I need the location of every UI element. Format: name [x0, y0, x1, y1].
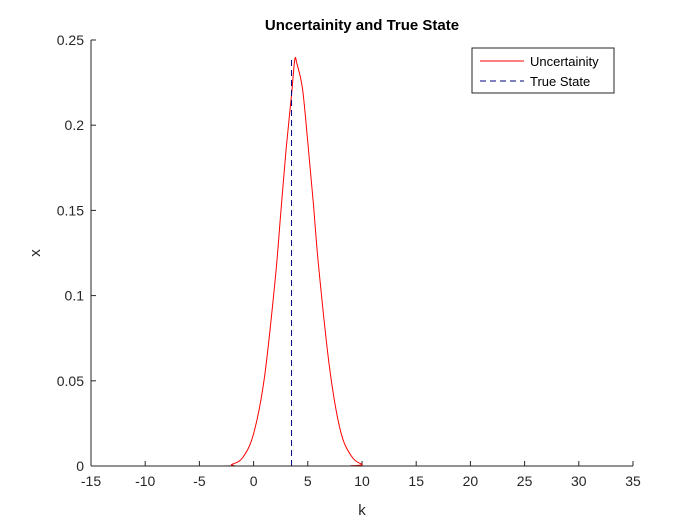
legend-label-true-state: True State [530, 74, 590, 89]
y-tick-label: 0.2 [65, 117, 85, 133]
x-tick-label: -5 [193, 473, 206, 489]
x-tick-label: -15 [81, 473, 101, 489]
x-tick-label: 10 [354, 473, 370, 489]
legend-label-uncertainity: Uncertainity [530, 54, 599, 69]
series-line-uncertainity [91, 56, 633, 467]
x-axis-label: k [358, 502, 366, 519]
legend: Uncertainity True State [471, 47, 615, 94]
plot-area [91, 40, 633, 466]
x-tick-label: 30 [571, 473, 587, 489]
x-tick-label: 25 [517, 473, 533, 489]
x-tick-label: 20 [463, 473, 479, 489]
x-tick-label: 5 [304, 473, 312, 489]
y-tick-label: 0.15 [57, 202, 84, 218]
y-tick-label: 0.25 [57, 32, 84, 48]
chart-title: Uncertainity and True State [265, 17, 459, 34]
legend-box [471, 47, 615, 94]
x-axis-ticks: -15 -10 -5 0 5 10 15 20 25 30 35 [81, 461, 641, 489]
y-tick-label: 0.05 [57, 373, 84, 389]
x-tick-label: -10 [135, 473, 155, 489]
y-tick-label: 0.1 [65, 288, 85, 304]
x-tick-label: 15 [408, 473, 424, 489]
y-axis-ticks: 0 0.05 0.1 0.15 0.2 0.25 [57, 32, 96, 474]
y-axis-label: x [27, 249, 44, 257]
series-layer [91, 56, 633, 467]
y-tick-label: 0 [76, 458, 84, 474]
x-tick-label: 0 [250, 473, 258, 489]
x-tick-label: 35 [625, 473, 641, 489]
